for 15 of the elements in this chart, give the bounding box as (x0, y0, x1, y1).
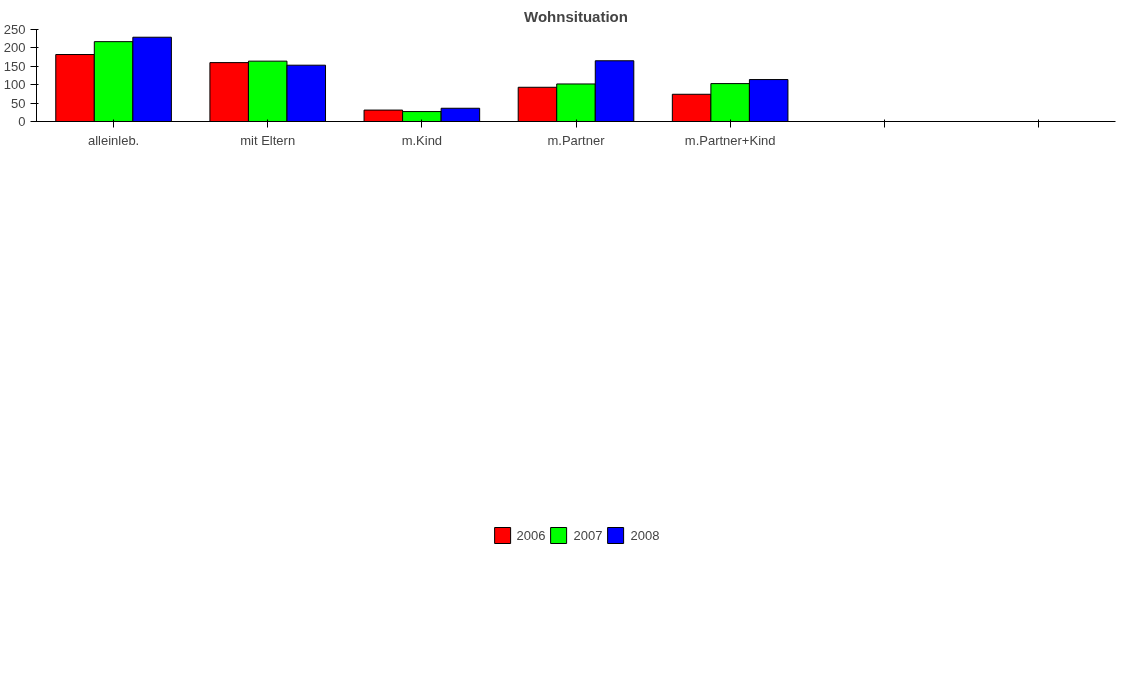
x-tick-label: m.Partner (547, 132, 606, 148)
chart-title: Wohnsituation (524, 7, 628, 25)
x-tick-label: m.Partner+Kind (684, 132, 776, 148)
x-tick-label: mit Eltern (240, 132, 296, 148)
x-tick-label: m.Kind (401, 132, 443, 148)
legend-label: 2006 (516, 527, 546, 543)
y-tick-label: 0 (18, 114, 26, 129)
y-tick-label: 150 (3, 58, 26, 74)
legend-label: 2008 (630, 527, 660, 543)
y-tick-label: 200 (3, 40, 26, 56)
y-tick-label: 100 (3, 77, 26, 93)
y-tick-label: 250 (3, 22, 26, 37)
x-tick-label: alleinleb. (87, 132, 140, 148)
y-tick-label: 50 (11, 95, 26, 111)
legend-label: 2007 (573, 527, 603, 543)
